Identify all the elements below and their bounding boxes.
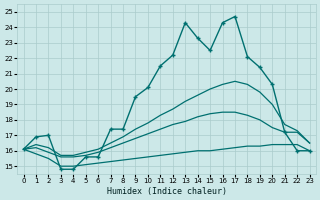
X-axis label: Humidex (Indice chaleur): Humidex (Indice chaleur) bbox=[107, 187, 227, 196]
